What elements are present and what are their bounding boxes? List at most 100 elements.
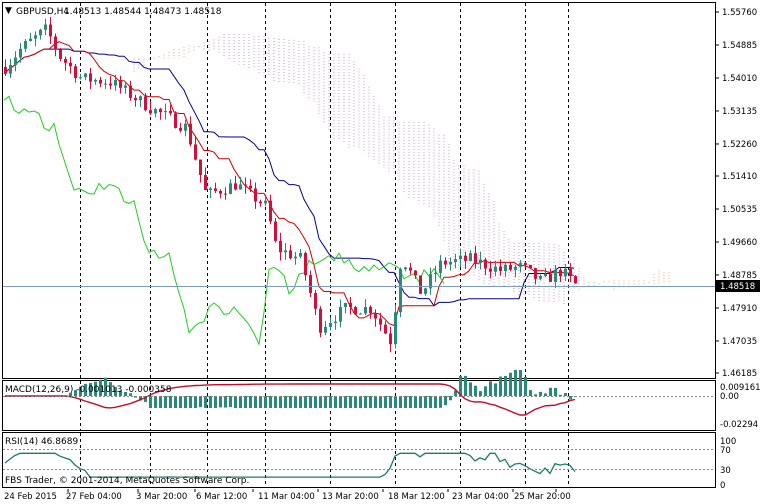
macd-bar [119,390,122,396]
macd-bar [219,396,222,408]
macd-bar [399,396,402,408]
price-tick-label: 1.49660 [722,238,757,248]
ichimoku-cloud [133,33,670,306]
candle-body [354,307,357,315]
candle-body [299,252,302,257]
candle-body [304,252,307,276]
macd-bar [149,396,152,408]
candle-body [364,306,367,314]
candle-body [549,273,552,282]
macd-bar [154,396,157,408]
candle-body [264,200,267,204]
candle-body [144,96,147,111]
price-tick-label: 1.46185 [722,369,757,379]
candle-body [129,85,132,98]
candle-body [569,268,572,277]
candle-body [249,185,252,189]
macd-bar [374,396,377,408]
macd-bar [494,383,497,396]
current-price-label: 1.48518 [720,282,755,292]
macd-bar [214,396,217,408]
time-label: 23 Mar 04:00 [452,492,509,502]
rsi-tick-label: 30 [720,466,731,476]
macd-bar [74,390,77,396]
candle-body [349,302,352,308]
macd-bar [114,386,117,396]
candle-body [544,273,547,276]
macd-bar [439,396,442,408]
candle-body [149,110,152,114]
candle-body [374,313,377,319]
candle-body [489,268,492,272]
candle-body [189,123,192,145]
macd-bar [94,381,97,396]
price-tick-label: 1.52260 [722,140,757,150]
macd-bar [289,396,292,408]
macd-tick-label: 0.009161 [720,383,760,393]
macd-bar [569,396,572,400]
macd-bar [79,386,82,396]
time-label: 25 Mar 20:00 [514,492,571,502]
candle-body [564,268,567,277]
candlestick-series [4,16,577,353]
candle-body [99,79,102,84]
candle-body [539,275,542,279]
macd-bar [244,396,247,408]
rsi-panel-frame[interactable] [2,432,716,488]
candle-body [454,259,457,263]
time-label: 6 Mar 12:00 [196,492,247,502]
macd-bar [454,390,457,396]
macd-bar [414,396,417,408]
candle-body [399,269,402,313]
rsi-tick-label: 100 [720,437,736,447]
candle-body [314,292,317,309]
candle-body [474,253,477,263]
candle-body [19,48,22,58]
dropdown-arrow-icon[interactable]: ▼ [5,6,12,16]
macd-bar [179,396,182,408]
macd-bar [489,381,492,396]
macd-bar [359,396,362,408]
candle-body [279,240,282,253]
candle-body [204,175,207,191]
macd-bar [104,377,107,396]
macd-bar [409,396,412,408]
candle-body [159,108,162,113]
macd-bar [324,396,327,408]
macd-bar [379,396,382,408]
candle-body [154,108,157,114]
candle-body [184,123,187,131]
candle-body [429,274,432,289]
price-tick-label: 1.47035 [722,337,757,347]
macd-bar [554,387,557,396]
macd-bar [329,396,332,408]
macd-bar [309,396,312,408]
candle-body [244,184,247,186]
macd-bar [304,396,307,408]
candle-body [284,250,287,253]
candle-body [224,193,227,195]
macd-bar [314,396,317,408]
indicator-lines [3,41,575,346]
candle-body [294,256,297,259]
macd-bar [224,396,227,408]
macd-bar [484,386,487,396]
macd-bar [274,396,277,408]
macd-bar [284,396,287,408]
macd-bar [479,391,482,396]
time-label: 27 Feb 04:00 [66,492,122,502]
macd-bar [499,376,502,396]
candle-body [514,266,517,270]
candle-body [534,268,537,279]
current-price-tag [716,280,760,292]
macd-bar [364,396,367,408]
macd-bar [459,376,462,396]
main-chart-frame[interactable] [2,2,716,379]
candle-body [369,306,372,314]
candle-body [444,260,447,265]
candle-body [4,67,7,74]
macd-bar [279,396,282,408]
macd-bar [89,383,92,396]
rsi-label: RSI(14) 46.8689 [5,437,78,447]
